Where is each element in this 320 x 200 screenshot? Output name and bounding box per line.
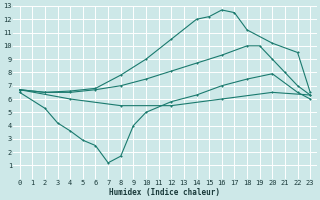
X-axis label: Humidex (Indice chaleur): Humidex (Indice chaleur) (109, 188, 220, 197)
